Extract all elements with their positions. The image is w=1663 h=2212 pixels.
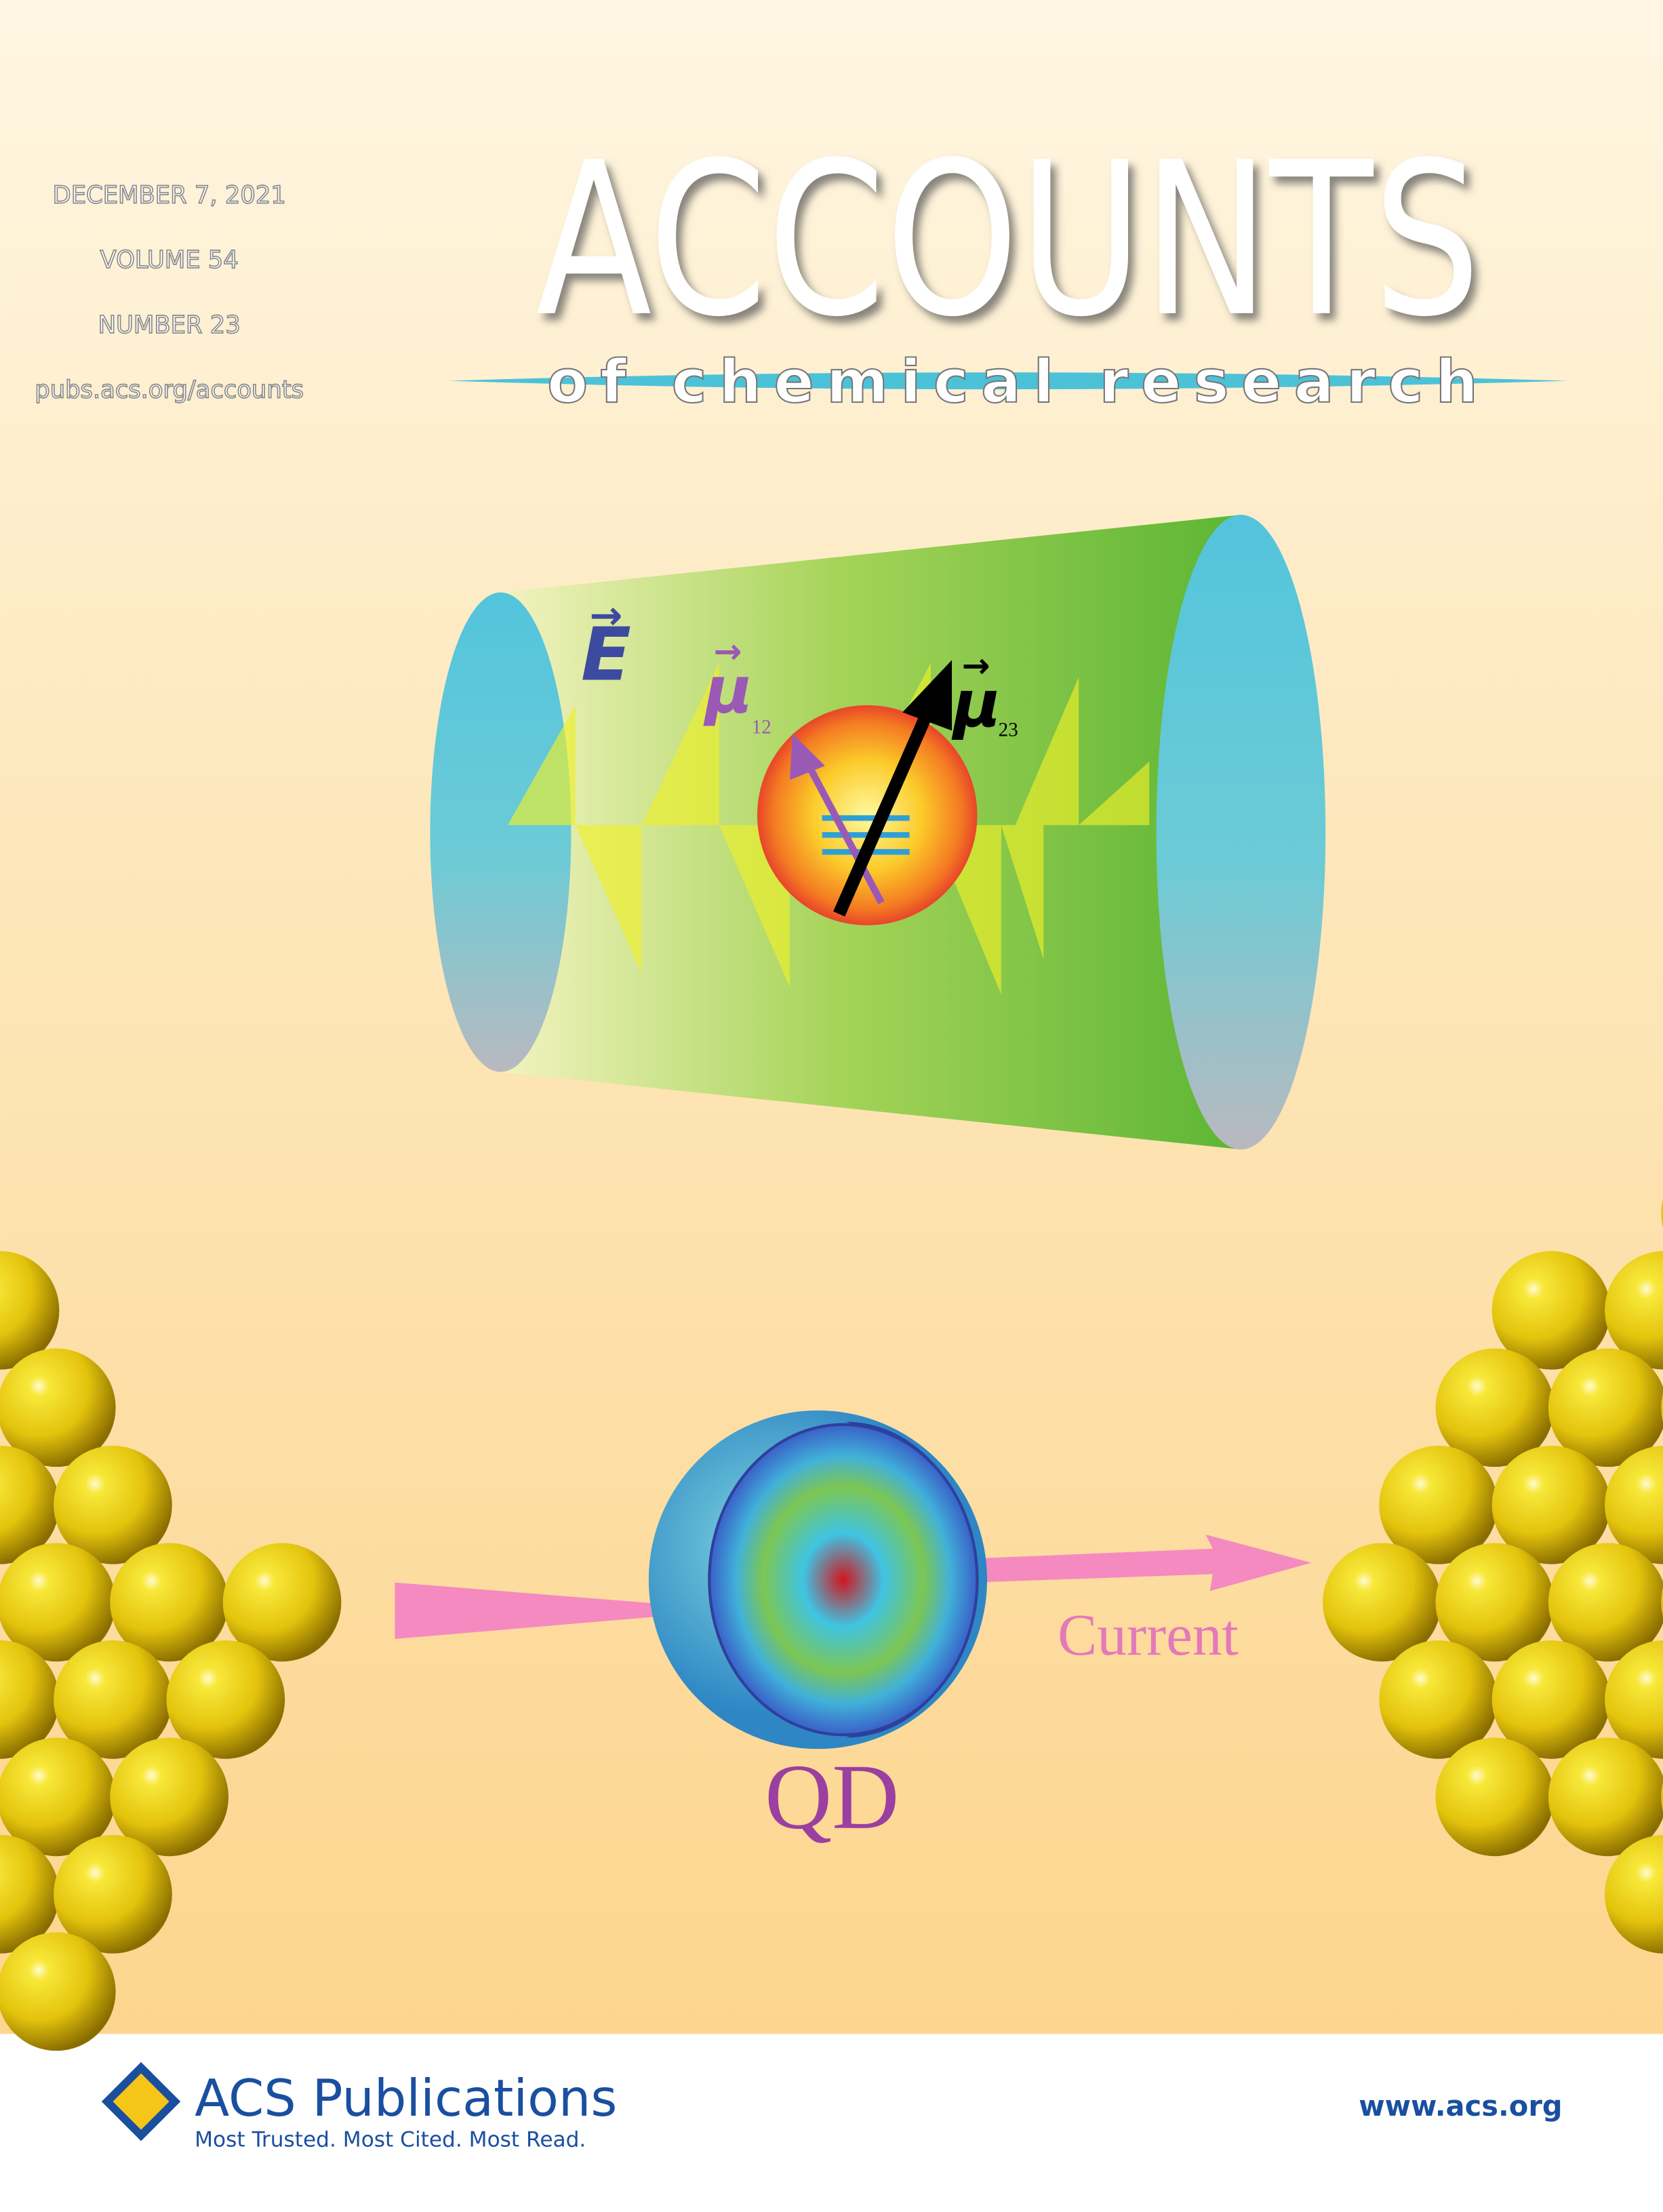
- gold-atom: [166, 1640, 285, 1759]
- dipole-12-index: 12: [752, 717, 772, 738]
- gold-atom: [1379, 1445, 1498, 1564]
- gold-atom: [1491, 1640, 1611, 1759]
- gold-atom: [1605, 1445, 1663, 1564]
- field-wave: [507, 663, 1150, 995]
- dipole-23-index: 23: [999, 719, 1018, 741]
- cavity-illustration: E → μ → μ → 12 23: [430, 515, 1326, 1150]
- journal-title: ACCOUNTS: [536, 117, 1481, 363]
- vector-arrow: →: [714, 632, 742, 671]
- gold-atom: [1323, 1543, 1441, 1662]
- gold-atom: [1548, 1737, 1663, 1857]
- masthead: ACCOUNTS of chemical research: [448, 117, 1568, 417]
- dipole-12-head: [789, 733, 825, 781]
- issue-volume: VOLUME 54: [100, 246, 239, 274]
- current-out: [973, 1534, 1312, 1592]
- gold-atom: [1379, 1640, 1498, 1759]
- dipole-23-head: [902, 660, 953, 731]
- journal-subtitle: of chemical research: [547, 347, 1478, 416]
- issue-number: NUMBER 23: [98, 311, 241, 339]
- gold-atom: [1661, 1393, 1663, 1423]
- cavity-mirror-left: [430, 592, 572, 1072]
- website: www.acs.org: [1359, 2089, 1562, 2122]
- gold-atom: [1661, 1198, 1663, 1228]
- gold-atom: [54, 1640, 172, 1759]
- gold-atom: [1491, 1445, 1611, 1564]
- gold-atom: [1661, 1587, 1663, 1617]
- gold-atom: [110, 1543, 229, 1662]
- gold-atom: [0, 1543, 116, 1662]
- gold-atom: [110, 1737, 229, 1857]
- gold-atom: [1605, 1640, 1663, 1759]
- dipole-12-symbol: μ: [703, 652, 753, 728]
- gold-atom: [1491, 1250, 1611, 1370]
- dipole-23-arrow: [833, 703, 937, 917]
- issue-date: DECEMBER 7, 2021: [52, 182, 285, 210]
- gold-atom: [1548, 1543, 1663, 1662]
- field-label: E: [581, 612, 631, 698]
- gold-atom: [0, 1932, 116, 2051]
- publisher-name: ACS Publications: [195, 2069, 617, 2128]
- journal-url: pubs.acs.org/accounts: [35, 376, 304, 404]
- cavity-mirror-right: [1156, 515, 1326, 1150]
- gold-atom: [1435, 1737, 1555, 1857]
- issue-info: DECEMBER 7, 2021 VOLUME 54 NUMBER 23 pub…: [34, 181, 304, 405]
- gold-atom: [1435, 1543, 1555, 1662]
- vector-arrow: →: [589, 593, 622, 639]
- gold-atom: [1435, 1348, 1555, 1467]
- gold-atom: [1605, 1250, 1663, 1370]
- gold-atom: [0, 1445, 60, 1564]
- gold-atom: [1661, 1782, 1663, 1812]
- gold-atom: [1548, 1348, 1663, 1467]
- gold-atom: [0, 1640, 60, 1759]
- junction-illustration: Current QD: [395, 1410, 1312, 1849]
- decoration: E → μ → μ →: [581, 593, 1001, 743]
- gold-atom: [1605, 1835, 1663, 1954]
- gold-atom: [54, 1835, 172, 1954]
- publisher-tagline: Most Trusted. Most Cited. Most Read.: [195, 2128, 586, 2152]
- current-in: [395, 1582, 677, 1639]
- gold-atom: [222, 1543, 342, 1662]
- quantum-dot-core: [708, 1423, 979, 1737]
- dipole-12-arrow: [803, 759, 885, 905]
- gold-atom: [0, 1250, 60, 1370]
- gold-atom: [0, 1835, 60, 1954]
- footer: ACS Publications Most Trusted. Most Cite…: [101, 2061, 1563, 2152]
- gold-atom: [0, 1348, 116, 1467]
- title-bar: [448, 372, 1568, 390]
- gold-electrodes: [0, 1198, 1663, 2051]
- gold-atom: [0, 1737, 116, 1857]
- dipole-23-symbol: μ: [951, 666, 1001, 742]
- current-label: Current: [1058, 1602, 1239, 1667]
- qd-label: QD: [765, 1745, 899, 1849]
- gold-atom: [54, 1445, 172, 1564]
- vector-arrow: →: [962, 646, 990, 685]
